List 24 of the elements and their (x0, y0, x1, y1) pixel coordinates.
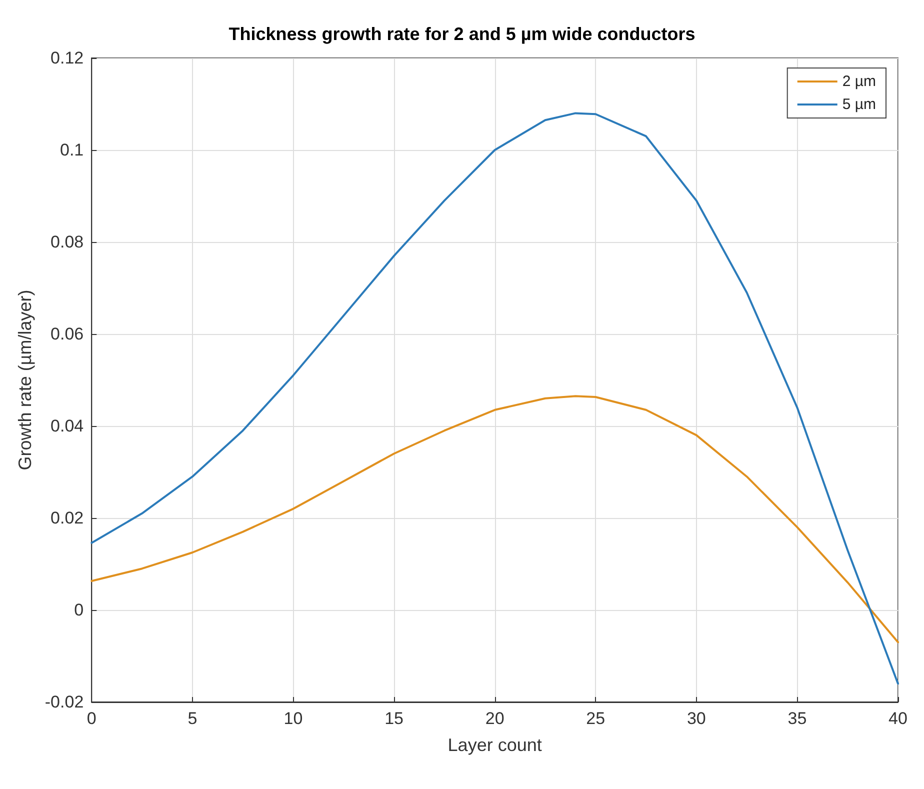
line-series (90, 395, 899, 644)
y-tick-label: -0.02 (44, 692, 84, 712)
x-tick-label: 20 (485, 709, 504, 728)
y-tick-label: 0.08 (50, 232, 84, 252)
x-tick-label: 25 (586, 709, 606, 728)
chart-title: Thickness growth rate for 2 and 5 µm wide conductors (228, 24, 696, 44)
y-tick-label: 0.1 (60, 140, 84, 160)
y-tick-label: 0 (74, 600, 84, 620)
x-tick-label: 0 (86, 709, 96, 728)
y-tick-label: 0.12 (50, 48, 84, 68)
x-tick-label: 5 (188, 709, 198, 728)
x-tick-label: 40 (888, 709, 908, 728)
x-tick-label: 10 (284, 709, 303, 728)
x-axis-title: Layer count (448, 735, 542, 755)
y-tick-label: 0.02 (50, 508, 84, 528)
y-tick-label: 0.04 (50, 416, 84, 436)
y-tick-label: 0.06 (50, 324, 84, 344)
x-tick-label: 35 (788, 709, 807, 728)
line-series (90, 112, 899, 685)
x-tick-label: 15 (384, 709, 404, 728)
y-axis-title: Growth rate (µm/layer) (15, 290, 35, 470)
x-tick-label: 30 (686, 709, 706, 728)
legend-label: 2 µm (842, 73, 876, 90)
legend-label: 5 µm (842, 96, 876, 113)
